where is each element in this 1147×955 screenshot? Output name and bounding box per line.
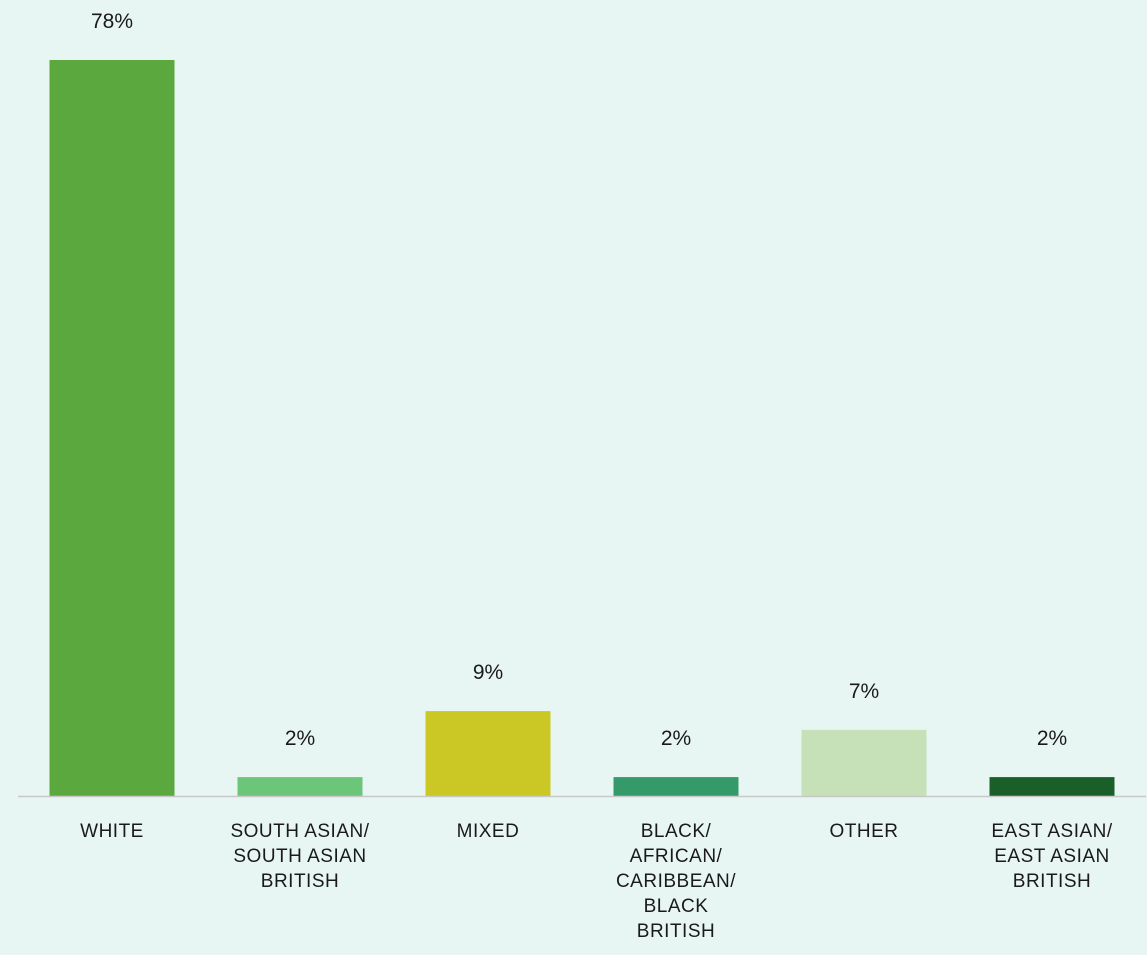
category-label-1-line-1: SOUTH ASIAN	[233, 846, 366, 867]
category-label-5: EAST ASIAN/EAST ASIAN BRITISH	[991, 821, 1113, 892]
category-label-2: MIXED	[457, 821, 520, 842]
category-label-3-line-1: AFRICAN/	[630, 846, 723, 867]
category-label-5-line-1: EAST ASIAN	[994, 846, 1110, 867]
bar-0	[49, 60, 175, 796]
category-label-5-line-0: EAST ASIAN/	[991, 821, 1113, 842]
data-label-0: 78%	[91, 10, 133, 33]
category-label-3-line-0: BLACK/	[641, 821, 712, 842]
data-label-5: 2%	[1037, 727, 1067, 750]
category-label-0-line-0: WHITE	[80, 821, 144, 842]
category-label-5-line-2: BRITISH	[1013, 871, 1091, 892]
category-label-3-line-3: BLACK	[644, 896, 709, 917]
category-label-4: OTHER	[830, 821, 899, 842]
category-label-1-line-2: BRITISH	[261, 871, 339, 892]
data-label-2: 9%	[473, 661, 503, 684]
category-label-3: BLACK/AFRICAN/CARIBBEAN/BLACK BRITISH	[616, 821, 736, 942]
data-label-3: 2%	[661, 727, 691, 750]
bar-5	[989, 777, 1115, 796]
category-label-1-line-0: SOUTH ASIAN/	[230, 821, 369, 842]
category-label-0: WHITE	[80, 821, 144, 842]
category-label-3-line-2: CARIBBEAN/	[616, 871, 736, 892]
bar-2	[425, 711, 551, 796]
category-label-1: SOUTH ASIAN/SOUTH ASIAN BRITISH	[230, 821, 369, 892]
category-label-3-line-4: BRITISH	[637, 921, 715, 942]
bar-3	[613, 777, 739, 796]
data-label-4: 7%	[849, 680, 879, 703]
bar-4	[801, 729, 927, 796]
data-label-1: 2%	[285, 727, 315, 750]
bar-1	[237, 777, 363, 796]
category-label-4-line-0: OTHER	[830, 821, 899, 842]
category-label-2-line-0: MIXED	[457, 821, 520, 842]
